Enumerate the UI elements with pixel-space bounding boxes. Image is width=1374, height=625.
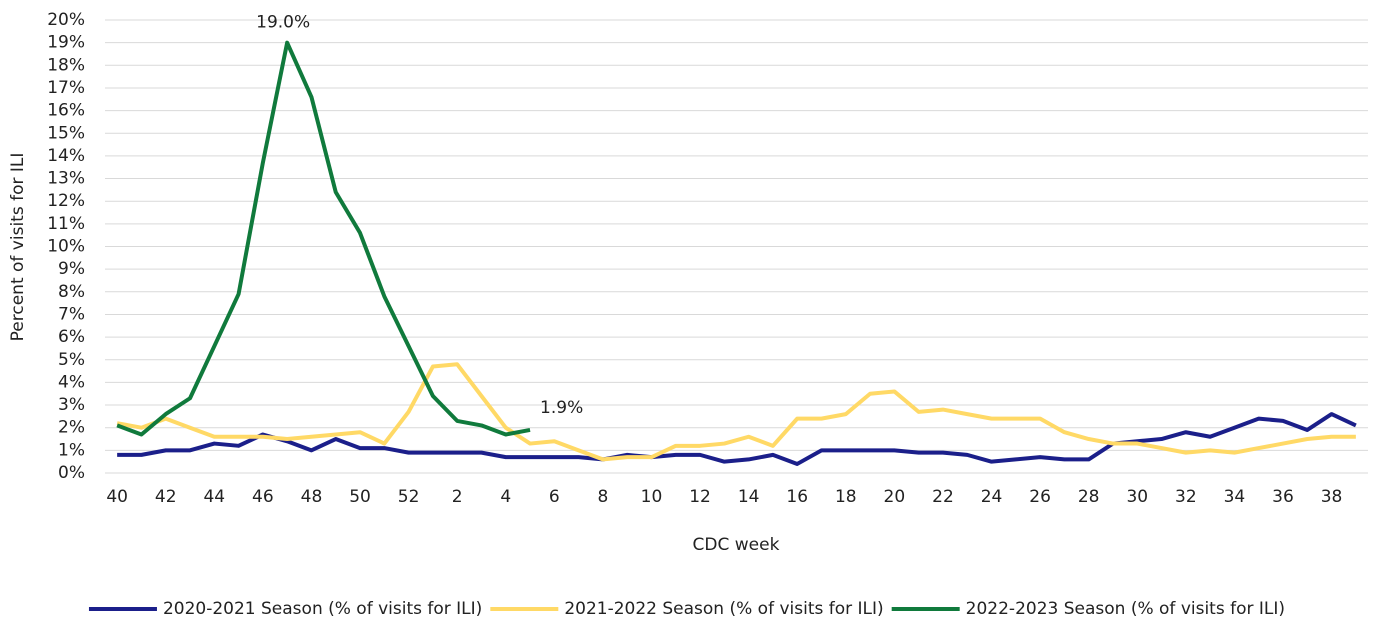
x-tick-label: 46: [252, 487, 274, 507]
x-tick-label: 32: [1175, 487, 1197, 507]
y-tick-label: 13%: [47, 169, 85, 189]
x-tick-label: 16: [786, 487, 808, 507]
legend-label: 2022-2023 Season (% of visits for ILI): [966, 599, 1285, 619]
y-tick-label: 19%: [47, 33, 85, 53]
x-tick-label: 20: [884, 487, 906, 507]
x-tick-label: 36: [1272, 487, 1294, 507]
x-tick-label: 12: [689, 487, 711, 507]
x-tick-label: 6: [549, 487, 560, 507]
x-tick-label: 52: [398, 487, 420, 507]
y-tick-label: 11%: [47, 214, 85, 234]
x-tick-label: 28: [1078, 487, 1100, 507]
y-tick-label: 4%: [58, 372, 85, 392]
legend-label: 2021-2022 Season (% of visits for ILI): [564, 599, 883, 619]
x-tick-label: 10: [641, 487, 663, 507]
x-tick-label: 24: [981, 487, 1003, 507]
y-tick-label: 20%: [47, 10, 85, 30]
y-axis-title: Percent of visits for ILI: [8, 153, 28, 342]
y-tick-label: 6%: [58, 327, 85, 347]
x-tick-label: 48: [301, 487, 323, 507]
y-tick-label: 14%: [47, 146, 85, 166]
data-label: 19.0%: [256, 13, 310, 33]
y-tick-label: 16%: [47, 101, 85, 121]
x-tick-label: 34: [1224, 487, 1246, 507]
x-tick-label: 30: [1126, 487, 1148, 507]
x-tick-label: 38: [1321, 487, 1343, 507]
y-tick-label: 3%: [58, 395, 85, 415]
x-tick-label: 14: [738, 487, 760, 507]
x-tick-label: 2: [452, 487, 463, 507]
legend-label: 2020-2021 Season (% of visits for ILI): [163, 599, 482, 619]
y-tick-label: 10%: [47, 237, 85, 257]
y-tick-label: 15%: [47, 123, 85, 143]
y-tick-label: 9%: [58, 259, 85, 279]
series-line: [117, 412, 1357, 466]
y-tick-label: 0%: [58, 463, 85, 483]
x-tick-label: 50: [349, 487, 371, 507]
x-axis-title: CDC week: [693, 535, 780, 555]
y-tick-label: 7%: [58, 304, 85, 324]
y-tick-label: 1%: [58, 440, 85, 460]
x-tick-label: 42: [155, 487, 177, 507]
y-tick-label: 12%: [47, 191, 85, 211]
y-tick-label: 17%: [47, 78, 85, 98]
y-tick-label: 18%: [47, 55, 85, 75]
x-tick-label: 4: [500, 487, 511, 507]
x-tick-label: 18: [835, 487, 857, 507]
x-tick-label: 22: [932, 487, 954, 507]
x-tick-label: 40: [106, 487, 128, 507]
series-line: [116, 362, 1356, 462]
x-tick-label: 26: [1029, 487, 1051, 507]
series-line: [116, 40, 531, 437]
x-tick-label: 44: [203, 487, 225, 507]
y-tick-label: 8%: [58, 282, 85, 302]
x-tick-label: 8: [597, 487, 608, 507]
y-tick-label: 2%: [58, 418, 85, 438]
data-label: 1.9%: [540, 398, 583, 418]
y-tick-label: 5%: [58, 350, 85, 370]
